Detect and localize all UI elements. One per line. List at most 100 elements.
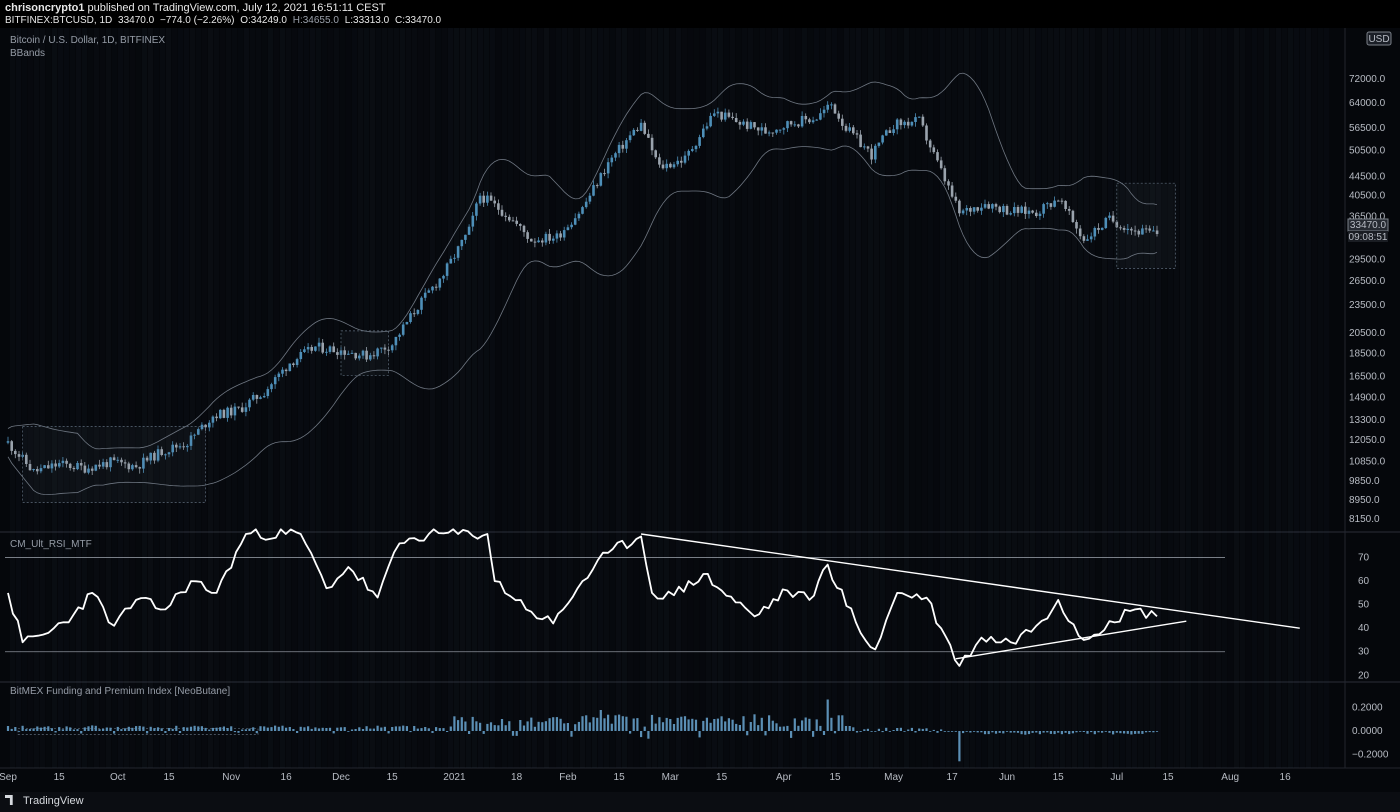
candle-body	[1115, 221, 1119, 228]
funding-bar	[1141, 731, 1144, 734]
funding-bar	[658, 717, 661, 731]
candle-body	[478, 195, 482, 204]
shade-band	[340, 28, 345, 768]
candle-body	[1097, 228, 1100, 230]
funding-bar	[479, 722, 482, 731]
candle-body	[720, 111, 723, 120]
candle-body	[412, 313, 416, 315]
candle-body	[453, 257, 456, 259]
candle-body	[434, 286, 438, 288]
shade-band	[52, 28, 57, 768]
candle-body	[273, 377, 277, 385]
shade-band	[478, 28, 483, 768]
candle-body	[1133, 230, 1137, 232]
funding-bar	[14, 727, 17, 731]
funding-bar	[954, 731, 957, 732]
candle-body	[65, 460, 68, 464]
shade-band	[982, 28, 987, 768]
candle-body	[460, 239, 464, 247]
shade-band	[1264, 28, 1269, 768]
funding-bar	[76, 729, 79, 731]
candle-body	[1027, 210, 1031, 214]
candle-body	[39, 468, 43, 472]
shade-band	[118, 28, 123, 768]
funding-bar	[716, 718, 719, 731]
funding-bar	[98, 729, 101, 731]
funding-bar	[277, 726, 280, 731]
funding-bar	[43, 726, 46, 731]
candle-body	[885, 130, 888, 136]
shade-band	[928, 28, 933, 768]
candle-body	[123, 462, 127, 464]
candle-body	[1100, 227, 1104, 230]
funding-bar	[530, 717, 533, 731]
shade-band	[754, 28, 759, 768]
funding-bar	[782, 726, 785, 731]
candle-body	[998, 206, 1001, 213]
time-tick-label: Jun	[999, 772, 1015, 783]
candle-body	[562, 230, 566, 238]
publish-info: chrisoncrypto1 published on TradingView.…	[5, 2, 386, 14]
shade-band	[34, 28, 39, 768]
rsi-tick-label: 30	[1358, 647, 1370, 658]
candle-body	[698, 137, 701, 146]
funding-bar	[962, 731, 965, 734]
funding-bar	[310, 728, 313, 731]
shade-band	[142, 28, 147, 768]
candle-body	[548, 233, 551, 241]
funding-bar	[350, 729, 354, 731]
shade-band	[1204, 28, 1209, 768]
candle-body	[581, 207, 584, 214]
funding-bar	[87, 726, 90, 731]
candle-body	[994, 204, 998, 207]
funding-bar	[969, 731, 972, 733]
price-pane-title: Bitcoin / U.S. Dollar, 1D, BITFINEX	[10, 35, 165, 46]
funding-bar	[698, 731, 701, 738]
candle-body	[153, 452, 156, 461]
shade-band	[202, 28, 207, 768]
shade-band	[1186, 28, 1191, 768]
funding-pane-title[interactable]: BitMEX Funding and Premium Index [NeoBut…	[10, 686, 230, 697]
shade-band	[94, 28, 99, 768]
chart-area[interactable]: Bitcoin / U.S. Dollar, 1D, BITFINEX BBan…	[0, 28, 1400, 792]
funding-bar	[281, 725, 284, 731]
funding-bar	[640, 731, 643, 738]
candle-body	[1013, 207, 1016, 214]
funding-bar	[91, 725, 94, 731]
bbands-indicator-label[interactable]: BBands	[10, 48, 45, 59]
chart-svg[interactable]: Bitcoin / U.S. Dollar, 1D, BITFINEX BBan…	[0, 28, 1400, 792]
funding-bar	[1013, 731, 1016, 733]
funding-bar	[164, 731, 167, 733]
funding-bar	[522, 725, 526, 731]
candle-body	[325, 351, 328, 353]
price-tick-label: 56500.0	[1349, 123, 1386, 134]
symbol-line: BITFINEX:BTCUSD, 1D	[5, 15, 113, 26]
shade-band	[580, 28, 585, 768]
candle-body	[204, 424, 207, 428]
funding-bar	[372, 728, 375, 731]
funding-bar	[753, 714, 756, 731]
price-tick-label: 8150.0	[1349, 514, 1380, 525]
candle-body	[738, 122, 742, 125]
shade-band	[274, 28, 279, 768]
funding-bar	[464, 721, 467, 731]
currency-badge[interactable]	[1366, 31, 1392, 46]
candle-body	[387, 349, 390, 351]
candle-body	[584, 201, 588, 208]
shade-band	[424, 28, 429, 768]
time-tick-label: Nov	[222, 772, 240, 783]
tradingview-logo[interactable]: TradingView	[5, 795, 84, 807]
funding-bar	[702, 720, 705, 731]
shade-band	[604, 28, 609, 768]
shade-band	[406, 28, 411, 768]
shade-band	[748, 28, 753, 768]
candle-body	[310, 347, 313, 351]
shade-band	[892, 28, 897, 768]
author-name[interactable]: chrisoncrypto1	[5, 2, 85, 14]
rsi-pane-title[interactable]: CM_Ult_RSI_MTF	[10, 539, 92, 550]
candle-body	[83, 465, 87, 473]
candle-body	[654, 150, 657, 158]
shade-band	[934, 28, 939, 768]
candle-body	[969, 208, 972, 212]
shade-band	[718, 28, 723, 768]
